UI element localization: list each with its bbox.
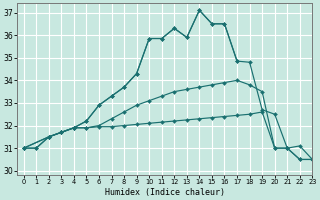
X-axis label: Humidex (Indice chaleur): Humidex (Indice chaleur) — [105, 188, 225, 197]
